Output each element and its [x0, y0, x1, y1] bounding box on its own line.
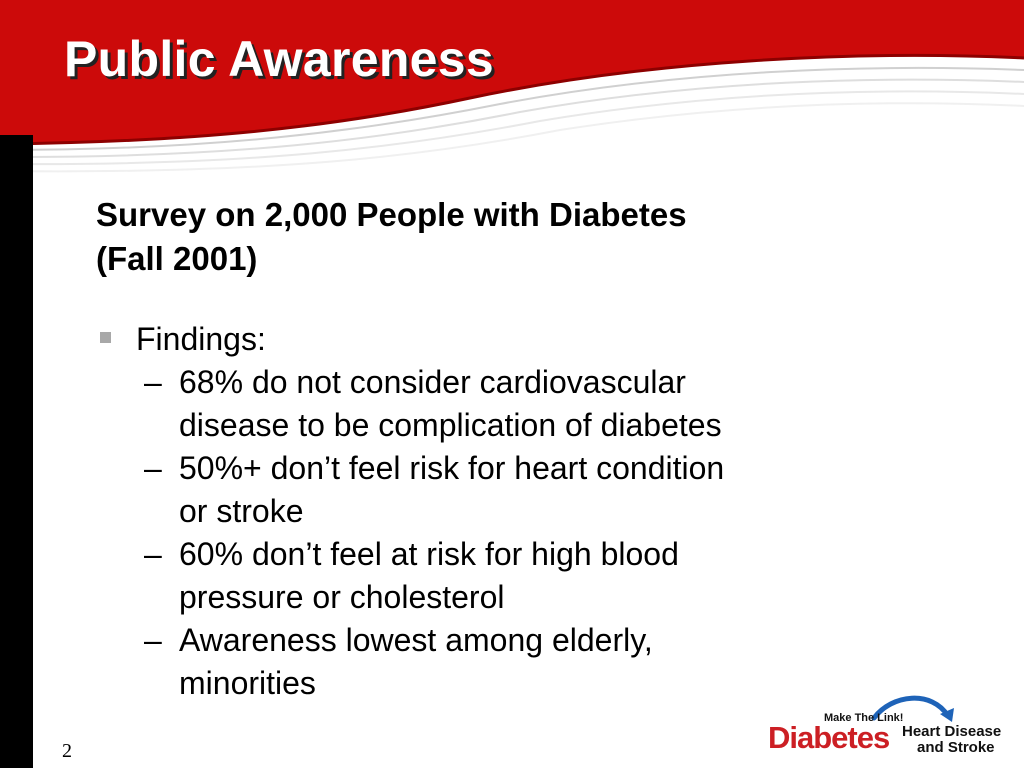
diabetes-heart-logo: Make The Link! Diabetes Heart Disease an… [764, 692, 1018, 762]
finding-line: disease to be complication of diabetes [179, 407, 722, 443]
dash-marker: – [144, 364, 162, 400]
slide-title: Public Awareness [64, 31, 494, 87]
dash-marker: – [144, 450, 162, 486]
finding-line: pressure or cholesterol [179, 579, 505, 615]
finding-item: – 68% do not consider cardiovascular dis… [144, 361, 916, 447]
logo-arc-arrow-icon [871, 695, 954, 722]
finding-line: 68% do not consider cardiovascular [179, 364, 686, 400]
finding-text: 60% don’t feel at risk for high blood pr… [179, 533, 916, 619]
bullet-findings: Findings: [96, 318, 916, 361]
finding-text: Awareness lowest among elderly, minoriti… [179, 619, 916, 705]
finding-item: – 60% don’t feel at risk for high blood … [144, 533, 916, 619]
finding-line: or stroke [179, 493, 304, 529]
slide-subtitle: Survey on 2,000 People with Diabetes (Fa… [96, 193, 916, 281]
finding-text: 50%+ don’t feel risk for heart condition… [179, 447, 916, 533]
dash-marker: – [144, 536, 162, 572]
logo-brand-text: Diabetes [768, 720, 890, 755]
left-side-bar [0, 135, 33, 768]
logo-heart-disease-text: Heart Disease and Stroke [902, 724, 1001, 756]
dash-marker: – [144, 622, 162, 658]
finding-item: – 50%+ don’t feel risk for heart conditi… [144, 447, 916, 533]
slide-content: Findings: – 68% do not consider cardiova… [96, 318, 916, 705]
logo-tagline: Make The Link! [824, 712, 904, 724]
subtitle-line: (Fall 2001) [96, 240, 258, 277]
title-banner [0, 0, 1024, 173]
finding-line: 60% don’t feel at risk for high blood [179, 536, 679, 572]
finding-line: 50%+ don’t feel risk for heart condition [179, 450, 725, 486]
bullet-label: Findings: [136, 321, 266, 357]
page-number: 2 [62, 740, 72, 762]
finding-item: – Awareness lowest among elderly, minori… [144, 619, 916, 705]
logo-line: Heart Disease [902, 723, 1002, 740]
subtitle-line: Survey on 2,000 People with Diabetes [96, 196, 687, 233]
finding-text: 68% do not consider cardiovascular disea… [179, 361, 916, 447]
finding-line: minorities [179, 665, 316, 701]
finding-line: Awareness lowest among elderly, [179, 622, 653, 658]
logo-line: and Stroke [917, 739, 995, 756]
square-bullet-icon [100, 332, 111, 343]
